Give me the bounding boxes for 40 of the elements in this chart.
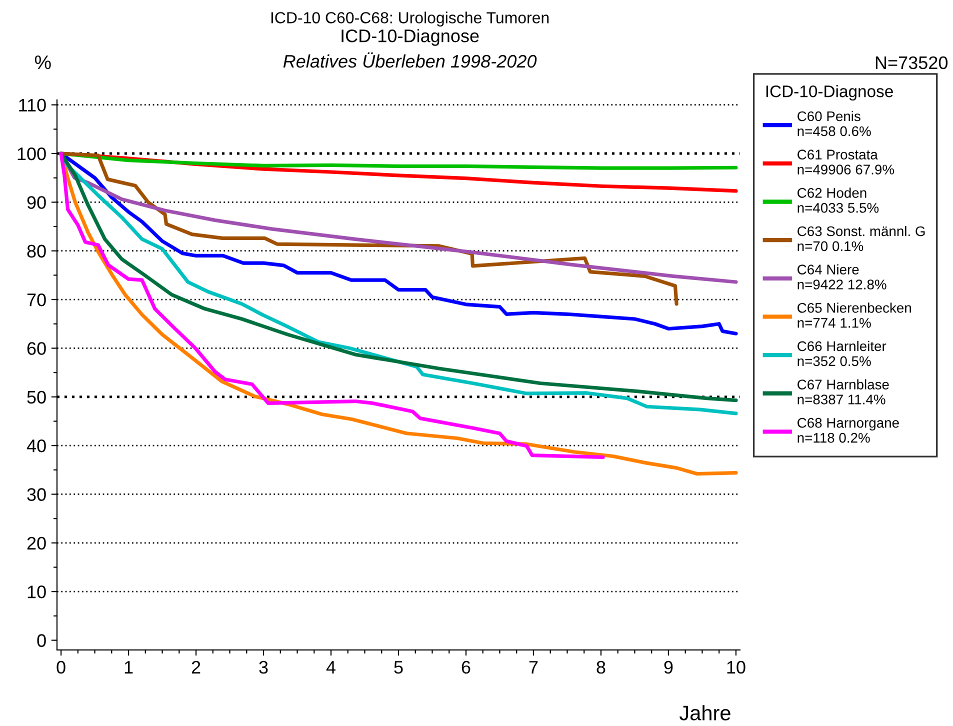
legend-label: C64 Niere n=9422 12.8% bbox=[798, 264, 886, 290]
y-tick-label: 30 bbox=[27, 488, 46, 501]
y-tick-label: 110 bbox=[19, 98, 46, 112]
chart-title: ICD-10 C60-C68: Urologische Tumoren bbox=[271, 12, 549, 27]
y-tick-label: 60 bbox=[27, 342, 46, 355]
y-tick-label: 0 bbox=[37, 634, 46, 647]
legend-label: C68 Harnorgane n=118 0.2% bbox=[798, 418, 899, 443]
x-tick-label: 7 bbox=[529, 661, 538, 674]
legend-label: C60 Penis n=458 0.6% bbox=[798, 110, 871, 136]
y-tick-label: 100 bbox=[18, 147, 46, 160]
x-tick-label: 6 bbox=[462, 660, 470, 674]
x-tick-label: 2 bbox=[192, 660, 200, 674]
x-tick-label: 9 bbox=[664, 660, 673, 674]
legend-title: ICD-10-Diagnose bbox=[766, 85, 893, 101]
legend-label: C62 Hoden n=4033 5.5% bbox=[798, 188, 879, 213]
legend-label: C65 Nierenbecken n=774 1.1% bbox=[798, 302, 911, 328]
y-tick-label: 10 bbox=[28, 586, 46, 598]
y-tick-label: 50 bbox=[27, 390, 46, 404]
y-tick-label: 90 bbox=[27, 196, 46, 209]
y-axis-title: % bbox=[34, 55, 51, 70]
chart-subtitle: ICD-10-Diagnose bbox=[342, 29, 479, 46]
x-tick-label: 0 bbox=[56, 660, 66, 674]
y-tick-label: 70 bbox=[27, 293, 46, 306]
y-tick-label: 20 bbox=[27, 536, 46, 550]
legend-label: C63 Sonst. männl. G n=70 0.1% bbox=[798, 226, 925, 252]
x-tick-label: 4 bbox=[326, 661, 336, 674]
legend-label: C66 Harnleiter n=352 0.5% bbox=[798, 340, 886, 366]
legend-label: C67 Harnblase n=8387 11.4% bbox=[798, 379, 889, 404]
text: Relatives Überleben 1998-2020 bbox=[283, 52, 537, 68]
x-tick-label: 10 bbox=[727, 660, 746, 674]
line-series bbox=[59, 152, 605, 460]
y-tick-label: 40 bbox=[26, 439, 46, 452]
y-tick-label: 80 bbox=[27, 244, 46, 258]
x-tick-label: 8 bbox=[596, 660, 606, 674]
x-tick-label: 5 bbox=[394, 661, 403, 674]
legend-label: C61 Prostata n=49906 67.9% bbox=[798, 150, 894, 174]
x-tick-label: 1 bbox=[124, 661, 133, 674]
text: N=73520 bbox=[876, 56, 948, 70]
x-tick-label: 3 bbox=[259, 660, 268, 674]
x-axis-title: Jahre bbox=[679, 705, 730, 720]
